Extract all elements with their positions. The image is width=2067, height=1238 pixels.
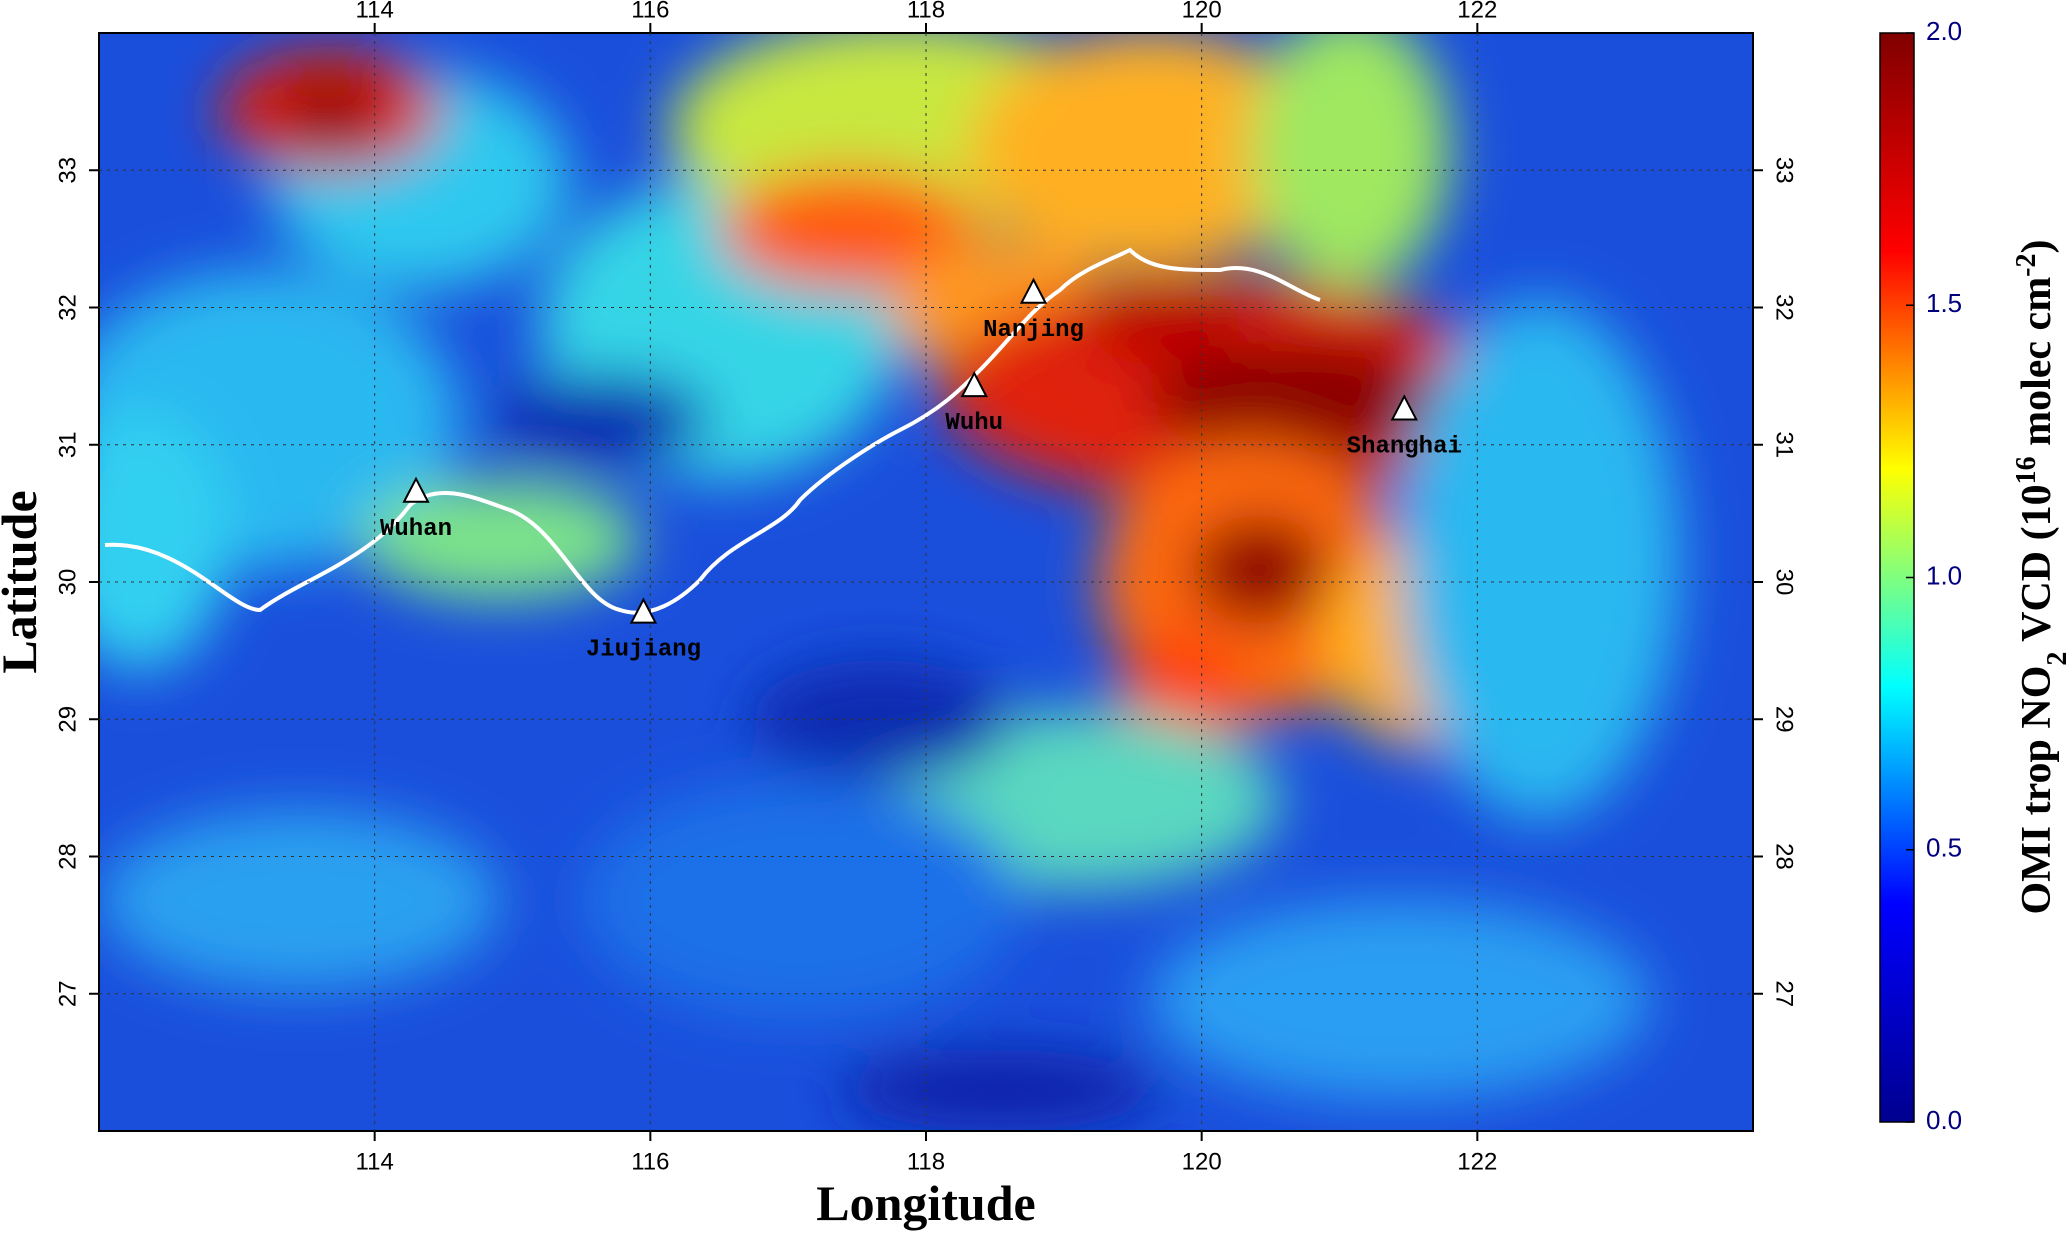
y-tick-label: 27	[54, 980, 81, 1007]
city-label: Jiujiang	[586, 637, 701, 664]
city-marker	[402, 476, 430, 503]
y-axis-label: Latitude	[0, 490, 47, 673]
colorbar-label-part: -2	[2011, 253, 2042, 276]
y-tick-label: 30	[54, 569, 81, 596]
y-tick-label: 33	[54, 157, 81, 184]
colorbar-label-part: 2	[2042, 652, 2067, 666]
x-tick-label: 118	[907, 1148, 945, 1175]
y-tick-label-right: 31	[1771, 431, 1798, 458]
city-marker	[960, 370, 988, 398]
city-label: Wuhu	[945, 410, 1003, 437]
city-label: Wuhan	[380, 516, 452, 543]
x-axis-label: Longitude	[816, 1175, 1036, 1231]
y-tick-label: 31	[54, 431, 81, 458]
colorbar-tick-label: 2.0	[1926, 16, 1962, 46]
x-tick-label-top: 114	[356, 0, 394, 23]
city-marker	[629, 597, 658, 624]
y-tick-label: 29	[54, 706, 81, 733]
y-tick-label-right: 29	[1771, 706, 1798, 733]
colorbar-label-part: OMI trop NO	[2014, 666, 2060, 915]
colorbar-tick-label: 0.5	[1926, 833, 1962, 863]
y-tick-label: 28	[54, 843, 81, 870]
x-tick-label-top: 120	[1182, 0, 1222, 23]
colorbar-label-part: )	[2014, 239, 2060, 253]
colorbar-label: OMI trop NO2 VCD (1016 molec cm-2)	[2011, 239, 2067, 914]
y-tick-label-right: 30	[1771, 569, 1798, 596]
no2-field	[99, 33, 1753, 1131]
x-tick-label-top: 122	[1457, 0, 1497, 23]
city-marker	[1019, 277, 1048, 304]
y-tick-label-right: 28	[1771, 843, 1798, 870]
y-tick-label: 32	[54, 294, 81, 321]
city-label: Nanjing	[983, 317, 1084, 344]
colorbar-tick-label: 0.0	[1926, 1105, 1962, 1135]
colorbar-tick-label: 1.0	[1926, 560, 1962, 590]
x-tick-label: 116	[631, 1148, 669, 1175]
colorbar-label-part: VCD (10	[2014, 484, 2060, 651]
colorbar-tick-label: 1.5	[1926, 288, 1962, 318]
colorbar-label-part: 16	[2011, 456, 2042, 484]
colorbar-label-part: molec cm	[2014, 277, 2060, 457]
y-tick-label-right: 27	[1771, 980, 1798, 1007]
x-tick-label: 114	[356, 1148, 394, 1175]
city-label: Shanghai	[1347, 433, 1462, 460]
x-tick-label: 122	[1457, 1148, 1497, 1175]
x-tick-label-top: 118	[907, 0, 945, 23]
x-tick-label-top: 116	[631, 0, 669, 23]
river	[104, 247, 1321, 615]
y-tick-label-right: 32	[1771, 294, 1798, 321]
x-tick-label: 120	[1182, 1148, 1222, 1175]
city-marker	[1390, 394, 1418, 421]
y-tick-label-right: 33	[1771, 157, 1798, 184]
